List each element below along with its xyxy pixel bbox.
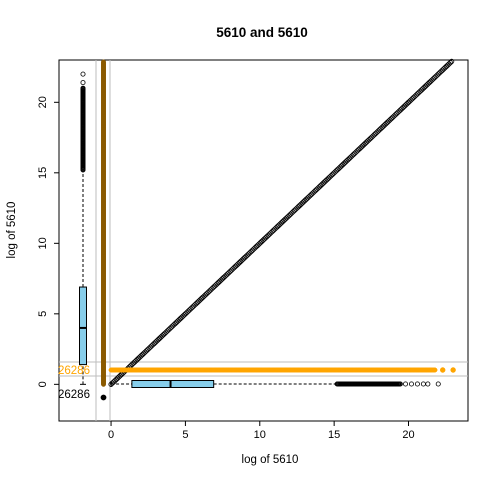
y-tick-label: 0 xyxy=(37,381,49,387)
y-tick-label: 15 xyxy=(37,167,49,179)
boxplot-x-outlier xyxy=(425,381,431,387)
boxplot-y-outlier xyxy=(80,85,86,91)
x-tick-label: 10 xyxy=(254,429,266,441)
x-tick-label: 0 xyxy=(108,429,114,441)
y-tick-label: 5 xyxy=(37,311,49,317)
zero-y-count-label: 26286 xyxy=(58,365,90,377)
x-axis-label: log of 5610 xyxy=(242,454,299,466)
x-tick-label: 20 xyxy=(402,429,414,441)
zero-y-point xyxy=(440,367,446,373)
zero-y-point xyxy=(432,367,438,373)
y-axis-label: log of 5610 xyxy=(6,202,18,259)
corner-point xyxy=(100,394,107,401)
boxplot-x-outlier xyxy=(408,381,414,387)
x-tick-label: 5 xyxy=(182,429,188,441)
boxplot-x-outlier xyxy=(435,381,441,387)
plot-frame xyxy=(58,59,469,422)
boxplot-x-outlier xyxy=(414,381,420,387)
data-point xyxy=(447,60,453,66)
boxplot-y-outlier xyxy=(80,71,86,77)
zero-x-point xyxy=(101,59,106,65)
data-point xyxy=(449,58,455,65)
x-tick-label: 15 xyxy=(328,429,340,441)
boxplot-y-outlier xyxy=(80,80,86,86)
zero-x-count-label: 26286 xyxy=(58,389,90,401)
boxplot-x-outlier xyxy=(403,381,409,387)
zero-y-point xyxy=(450,367,456,373)
boxplot-x-outlier xyxy=(397,381,403,387)
chart-title: 5610 and 5610 xyxy=(216,25,308,40)
boxplot-y-outlier xyxy=(80,92,86,98)
boxplot-y-box xyxy=(79,286,87,366)
plot-area: 0 5 10 15 20 0 5 10 15 20 xyxy=(37,58,469,441)
boxplot-x-box xyxy=(131,380,215,388)
y-tick-label: 10 xyxy=(37,237,49,249)
y-tick-label: 20 xyxy=(37,96,49,108)
boxplot-x-outlier xyxy=(420,381,426,387)
